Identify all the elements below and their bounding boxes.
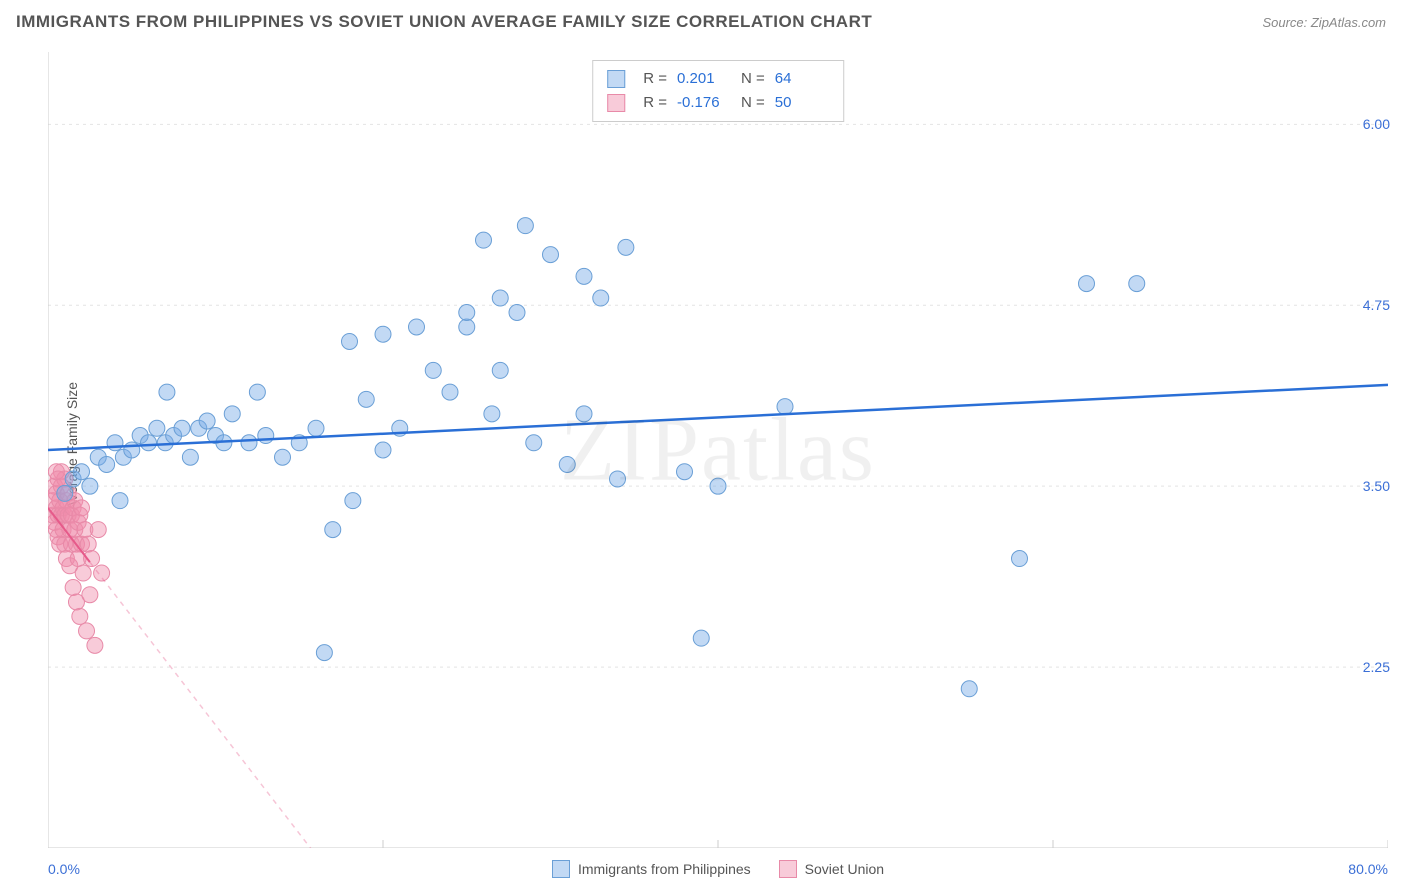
chart-title: IMMIGRANTS FROM PHILIPPINES VS SOVIET UN… xyxy=(16,12,872,32)
y-tick-label: 6.00 xyxy=(1363,116,1390,132)
legend-label-a: Immigrants from Philippines xyxy=(578,861,751,877)
stats-legend: R = 0.201 N = 64 R = -0.176 N = 50 xyxy=(592,60,844,122)
r-label: R = xyxy=(643,91,667,115)
n-label: N = xyxy=(741,67,765,91)
legend-label-b: Soviet Union xyxy=(805,861,884,877)
stats-row-a: R = 0.201 N = 64 xyxy=(607,67,829,91)
swatch-a xyxy=(607,70,625,88)
r-value-a: 0.201 xyxy=(677,67,731,91)
legend-item-a: Immigrants from Philippines xyxy=(552,860,751,878)
legend-swatch-b xyxy=(779,860,797,878)
y-tick-label: 4.75 xyxy=(1363,297,1390,313)
r-label: R = xyxy=(643,67,667,91)
x-max-label: 80.0% xyxy=(1348,861,1388,877)
legend-item-b: Soviet Union xyxy=(779,860,884,878)
chart-area: ZIPatlas R = 0.201 N = 64 R = -0.176 N =… xyxy=(48,52,1388,848)
series-legend: Immigrants from Philippines Soviet Union xyxy=(552,860,884,878)
n-value-a: 64 xyxy=(775,67,829,91)
source-label: Source: ZipAtlas.com xyxy=(1262,15,1386,30)
r-value-b: -0.176 xyxy=(677,91,731,115)
scatter-plot xyxy=(48,52,1388,848)
n-label: N = xyxy=(741,91,765,115)
legend-swatch-a xyxy=(552,860,570,878)
x-axis-area: 0.0% Immigrants from Philippines Soviet … xyxy=(48,852,1388,886)
swatch-b xyxy=(607,94,625,112)
n-value-b: 50 xyxy=(775,91,829,115)
x-min-label: 0.0% xyxy=(48,861,80,877)
y-tick-label: 3.50 xyxy=(1363,478,1390,494)
stats-row-b: R = -0.176 N = 50 xyxy=(607,91,829,115)
y-tick-label: 2.25 xyxy=(1363,659,1390,675)
